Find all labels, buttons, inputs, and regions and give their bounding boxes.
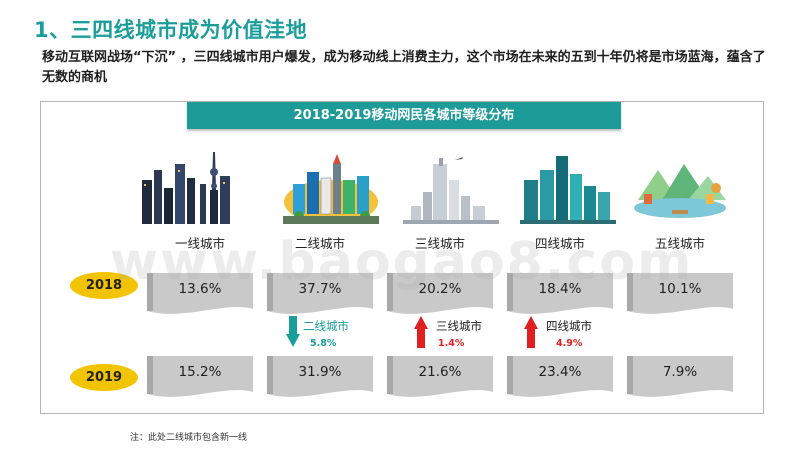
tier1-skyline-icon: [142, 152, 230, 224]
value-2018-tier5: 10.1%: [658, 281, 702, 297]
footnote: 注：此处二线城市包含新一线: [130, 433, 248, 443]
change-label-tier2: 二线城市: [303, 319, 349, 333]
value-2018-tier4: 18.4%: [538, 281, 582, 297]
tier-label-4: 四线城市: [534, 236, 585, 251]
tier-label-5: 五线城市: [654, 236, 705, 251]
value-2019-tier1: 15.2%: [178, 364, 222, 380]
year-badge-2018: 2018: [70, 272, 138, 299]
value-2019-tier2: 31.9%: [298, 364, 342, 380]
value-2019-tier5: 7.9%: [662, 364, 698, 380]
change-value-tier4: 4.9%: [556, 338, 583, 349]
value-2018-tier3: 20.2%: [418, 281, 462, 297]
value-flag-2018-tier3: 20.2%: [385, 271, 495, 317]
value-2019-tier3: 21.6%: [418, 364, 462, 380]
tier-label-2: 二线城市: [294, 236, 345, 251]
value-flag-2019-tier3: 21.6%: [385, 354, 495, 400]
value-flag-2019-tier1: 15.2%: [145, 354, 255, 400]
tier5-town-icon: [634, 164, 726, 218]
value-flag-2019-tier5: 7.9%: [625, 354, 735, 400]
change-label-tier4: 四线城市: [546, 319, 592, 333]
arrow-up-icon: [414, 316, 428, 348]
value-flag-2018-tier4: 18.4%: [505, 271, 615, 317]
tier-label-1: 一线城市: [174, 236, 225, 251]
watermark: www.baogao8.com: [110, 232, 694, 292]
value-2019-tier4: 23.4%: [538, 364, 582, 380]
page-title: 1、三四线城市成为价值洼地: [34, 18, 308, 42]
change-value-tier3: 1.4%: [438, 338, 465, 349]
tier-label-3: 三线城市: [414, 236, 465, 251]
value-flag-2019-tier4: 23.4%: [505, 354, 615, 400]
year-badge-2019: 2019: [70, 364, 138, 391]
value-flag-2018-tier1: 13.6%: [145, 271, 255, 317]
chart-banner: 2018-2019移动网民各城市等级分布: [187, 102, 621, 129]
content-frame: [40, 101, 764, 414]
arrow-up-icon: [524, 316, 538, 348]
change-label-tier3: 三线城市: [436, 319, 482, 333]
tier3-tower-icon: [403, 157, 499, 224]
tier4-city-icon: [520, 156, 616, 224]
value-2018-tier1: 13.6%: [178, 281, 222, 297]
tier2-city-icon: [283, 154, 379, 224]
arrow-down-icon: [286, 316, 300, 347]
intro-text: 移动互联网战场“下沉” ，三四线城市用户爆发，成为移动线上消费主力，这个市场在未…: [42, 50, 766, 85]
value-flag-2018-tier2: 37.7%: [265, 271, 375, 317]
change-value-tier2: 5.8%: [310, 338, 337, 349]
value-flag-2019-tier2: 31.9%: [265, 354, 375, 400]
value-flag-2018-tier5: 10.1%: [625, 271, 735, 317]
value-2018-tier2: 37.7%: [298, 281, 342, 297]
